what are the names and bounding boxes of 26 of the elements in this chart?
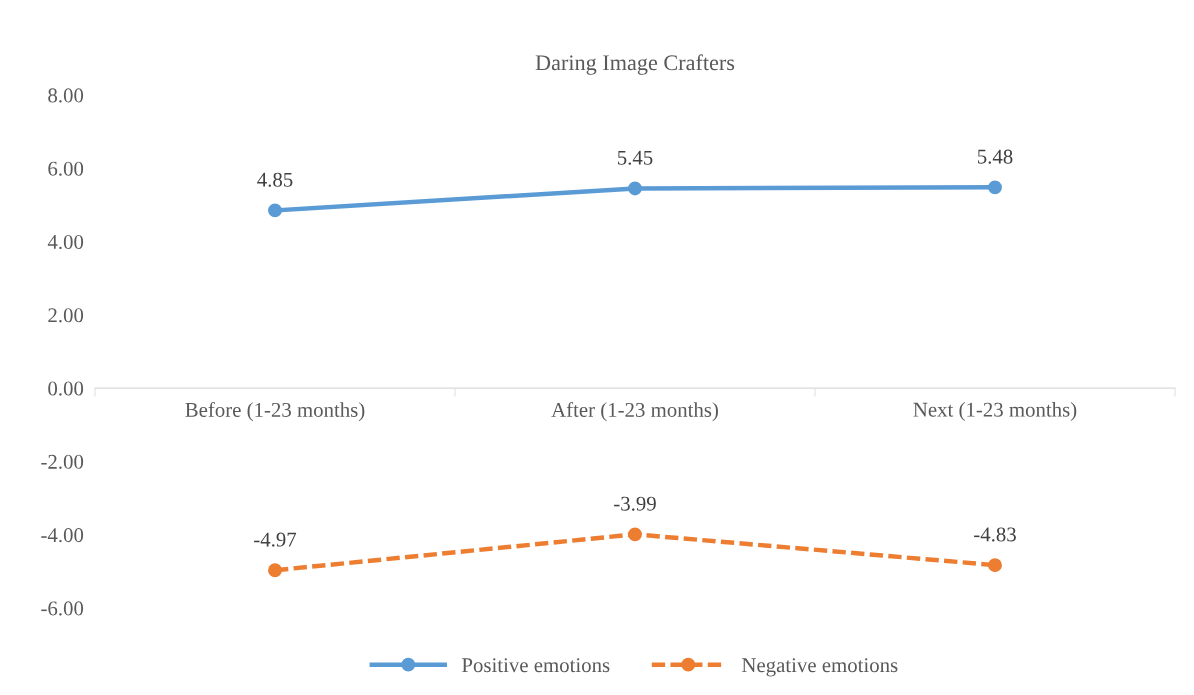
chart-title: Daring Image Crafters: [535, 54, 735, 75]
legend-label: Positive emotions: [462, 658, 610, 673]
x-tick-label: Next (1-23 months): [913, 402, 1077, 421]
point: [628, 527, 642, 542]
y-tick-label: -4.00: [41, 528, 84, 543]
y-tick-label: 8.00: [48, 88, 84, 103]
y-tick-label: 0.00: [48, 381, 84, 396]
data-label: 5.48: [977, 149, 1013, 164]
y-tick-label: 2.00: [48, 308, 84, 323]
legend-label: Negative emotions: [741, 658, 898, 677]
data-label: -4.97: [254, 532, 297, 547]
data-label: -3.99: [614, 496, 656, 511]
point: [988, 558, 1002, 573]
point: [268, 203, 282, 218]
x-tick-label: After (1-23 months): [551, 402, 718, 422]
data-label: -4.83: [974, 527, 1016, 542]
y-tick-label: 4.00: [47, 234, 84, 250]
point: [988, 180, 1002, 195]
x-tick-label: Before (1-23 months): [185, 402, 365, 422]
data-label: 5.45: [617, 150, 653, 165]
y-tick-label: -2.00: [41, 454, 84, 469]
point: [628, 181, 642, 196]
y-tick-label: -6.00: [41, 601, 84, 616]
point: [268, 563, 282, 578]
y-tick-label: 6.00: [48, 161, 84, 176]
data-label: 4.85: [257, 172, 293, 187]
